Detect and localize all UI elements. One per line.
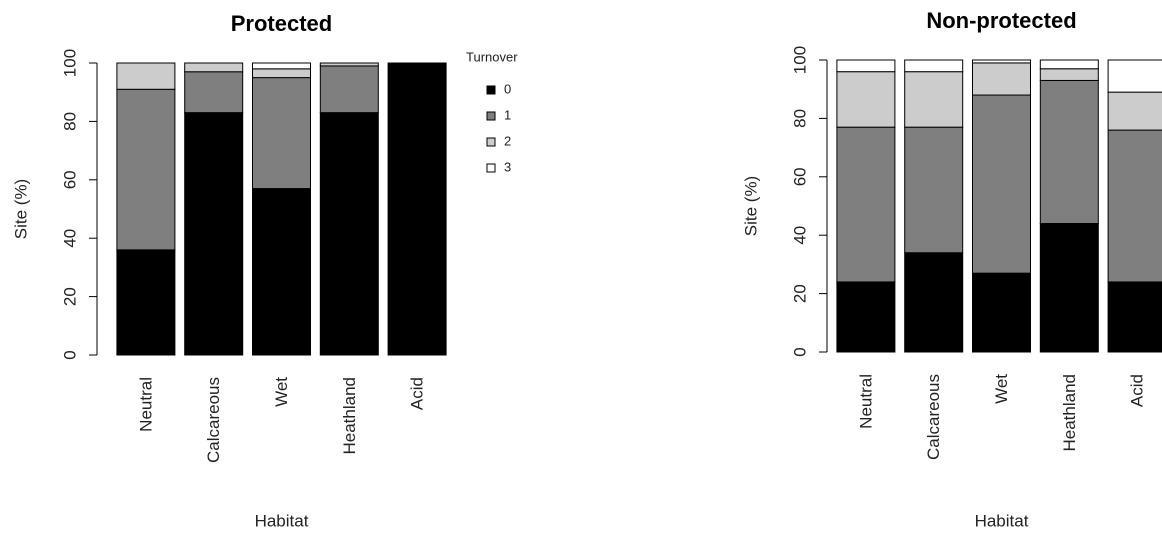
- bar-segment: [1039, 59, 1099, 70]
- x-tick-label: Heathland: [340, 377, 359, 455]
- bar-segment: [836, 71, 896, 128]
- bar-segment: [252, 68, 311, 79]
- bar-segment: [904, 71, 964, 128]
- chart-title: Non-protected: [926, 8, 1076, 33]
- chart-title: Protected: [231, 11, 332, 36]
- x-tick-label: Heathland: [1060, 374, 1079, 452]
- bar-segment: [387, 62, 447, 356]
- bar-segment: [836, 281, 896, 353]
- bar-segment: [904, 126, 964, 254]
- legend-label: 1: [504, 107, 511, 122]
- legend-swatch: [486, 111, 496, 121]
- y-axis-label: Site (%): [741, 176, 760, 236]
- bar-segment: [184, 62, 244, 73]
- x-tick-label: Calcareous: [204, 377, 223, 463]
- legend-title: Turnover: [466, 49, 518, 64]
- y-tick-label: 60: [60, 170, 79, 189]
- legend-swatch: [486, 163, 496, 173]
- y-tick-label: 60: [790, 167, 809, 186]
- bar-segment: [1107, 281, 1162, 353]
- y-tick-label: 40: [60, 229, 79, 248]
- bar-segment: [972, 62, 1031, 96]
- bar-segment: [1107, 91, 1162, 131]
- legend-label: 2: [504, 133, 511, 148]
- bar-segment: [972, 59, 1031, 64]
- bar-segment: [836, 59, 896, 73]
- x-tick-label: Wet: [992, 374, 1011, 404]
- y-tick-label: 80: [60, 112, 79, 131]
- x-tick-label: Neutral: [136, 377, 155, 432]
- legend-label: 0: [504, 81, 511, 96]
- bar-segment: [1039, 223, 1099, 353]
- x-axis-label: Habitat: [975, 511, 1029, 530]
- y-tick-label: 20: [60, 287, 79, 306]
- bar-segment: [1039, 79, 1099, 225]
- bar-segment: [972, 94, 1031, 274]
- bar-segment: [319, 112, 379, 356]
- y-tick-label: 20: [790, 284, 809, 303]
- x-tick-label: Wet: [272, 377, 291, 407]
- bar-segment: [116, 88, 176, 251]
- y-tick-label: 0: [790, 347, 809, 356]
- x-tick-label: Calcareous: [924, 374, 943, 460]
- bar-segment: [252, 62, 311, 70]
- bar-segment: [252, 77, 311, 190]
- bar-segment: [319, 65, 379, 114]
- bar-segment: [1107, 59, 1162, 93]
- y-tick-label: 100: [60, 49, 79, 77]
- y-tick-label: 40: [790, 226, 809, 245]
- bar-segment: [904, 252, 964, 353]
- bar-segment: [184, 112, 244, 356]
- bar-segment: [1039, 68, 1099, 81]
- bar-segment: [1107, 129, 1162, 283]
- legend-swatch: [486, 85, 496, 95]
- legend-label: 3: [504, 159, 511, 174]
- bar-segment: [116, 62, 176, 90]
- y-tick-label: 0: [60, 350, 79, 359]
- bar-segment: [319, 62, 379, 67]
- x-tick-label: Neutral: [856, 374, 875, 429]
- y-axis-label: Site (%): [11, 179, 30, 239]
- legend-swatch: [486, 137, 496, 147]
- bar-segment: [184, 71, 244, 114]
- x-axis-label: Habitat: [255, 511, 309, 530]
- bar-segment: [116, 249, 176, 356]
- y-tick-label: 80: [790, 109, 809, 128]
- bar-segment: [252, 188, 311, 356]
- bar-segment: [972, 272, 1031, 353]
- x-tick-label: Acid: [408, 377, 427, 410]
- bar-segment: [836, 126, 896, 283]
- y-tick-label: 100: [790, 46, 809, 74]
- x-tick-label: Acid: [1128, 374, 1147, 407]
- bar-segment: [904, 59, 964, 73]
